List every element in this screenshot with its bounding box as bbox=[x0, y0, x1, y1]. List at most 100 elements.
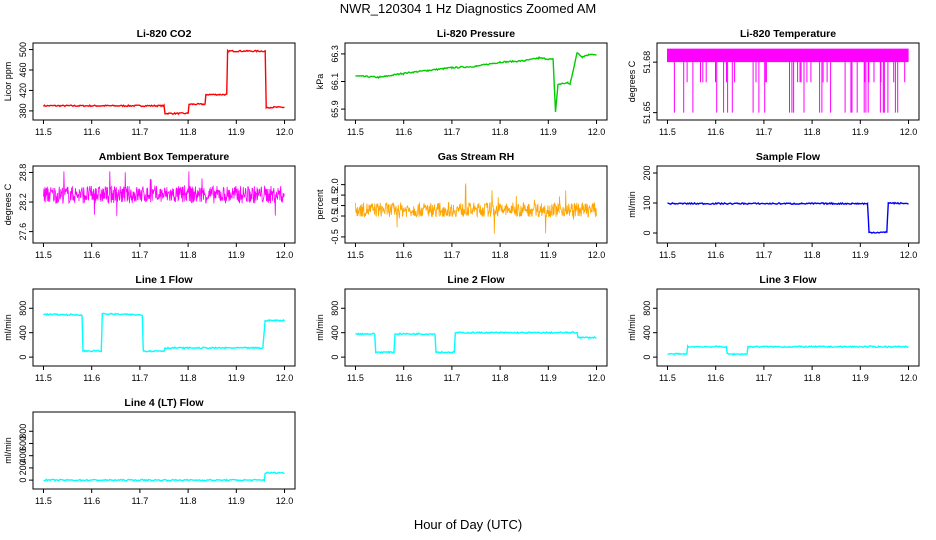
x-tick-label: 11.6 bbox=[83, 127, 100, 137]
x-tick-label: 11.8 bbox=[804, 127, 821, 137]
plot-frame bbox=[656, 288, 920, 367]
x-tick-label: 11.5 bbox=[347, 250, 364, 260]
page-title: NWR_120304 1 Hz Diagnostics Zoomed AM bbox=[339, 1, 597, 16]
y-tick-label: 800 bbox=[18, 301, 28, 316]
x-tick-label: 12.0 bbox=[276, 127, 294, 137]
x-tick-label: 11.6 bbox=[707, 250, 724, 260]
y-axis-label: ml/min bbox=[315, 314, 325, 341]
y-tick-label: 380 bbox=[18, 103, 28, 118]
plot-frame bbox=[656, 165, 920, 244]
y-tick-label: 460 bbox=[18, 62, 28, 77]
x-tick-label: 11.9 bbox=[540, 373, 557, 383]
x-tick-label: 11.8 bbox=[180, 250, 197, 260]
plot-frame bbox=[344, 288, 608, 367]
x-tick-label: 12.0 bbox=[900, 373, 918, 383]
plot-frame bbox=[32, 165, 296, 244]
plot-title: Sample Flow bbox=[756, 151, 821, 163]
page-x-axis-label: Hour of Day (UTC) bbox=[413, 517, 523, 532]
y-tick-label: 200 bbox=[642, 165, 652, 180]
panel-2: Li-820 Pressure 11.5 11.6 11.7 11.8 11.9 12.0 6… bbox=[315, 28, 608, 137]
y-tick-label: 1.0 bbox=[330, 199, 340, 212]
x-tick-label: 12.0 bbox=[276, 250, 294, 260]
series-line bbox=[43, 312, 286, 353]
x-tick-label: 11.6 bbox=[707, 127, 724, 137]
x-tick-label: 11.5 bbox=[347, 127, 364, 137]
x-tick-label: 11.8 bbox=[180, 127, 197, 137]
panel-10: Line 4 (LT) Flow 11.5 11.6 11.7 11.8 11.9 12.0… bbox=[3, 397, 296, 506]
y-axis-label: degrees C bbox=[3, 183, 13, 225]
plot-title: Li-820 Pressure bbox=[437, 28, 515, 40]
series-line bbox=[355, 183, 597, 234]
x-tick-label: 11.7 bbox=[755, 127, 772, 137]
x-tick-label: 11.6 bbox=[83, 250, 100, 260]
x-tick-label: 12.0 bbox=[276, 373, 294, 383]
series-line bbox=[667, 344, 909, 356]
y-axis-label: degrees C bbox=[627, 60, 637, 102]
y-tick-label: 0 bbox=[642, 355, 652, 360]
x-tick-label: 11.9 bbox=[852, 127, 869, 137]
x-tick-label: 11.7 bbox=[443, 127, 460, 137]
x-tick-label: 11.5 bbox=[659, 250, 676, 260]
y-axis-label: ml/min bbox=[627, 314, 637, 341]
y-tick-label: 800 bbox=[330, 301, 340, 316]
y-tick-label: 0 bbox=[642, 230, 652, 235]
x-tick-label: 11.8 bbox=[804, 373, 821, 383]
x-tick-label: 11.9 bbox=[540, 250, 557, 260]
y-tick-label: 51.65 bbox=[642, 101, 652, 124]
y-tick-label: 65.9 bbox=[330, 100, 340, 118]
y-tick-label: 28.8 bbox=[18, 164, 28, 182]
x-tick-label: 12.0 bbox=[588, 127, 606, 137]
plot-title: Line 3 Flow bbox=[759, 274, 817, 286]
y-tick-label: 0 bbox=[330, 355, 340, 360]
x-tick-label: 11.5 bbox=[35, 373, 52, 383]
x-tick-label: 11.6 bbox=[395, 373, 412, 383]
y-tick-label: 420 bbox=[18, 83, 28, 98]
series-line bbox=[355, 330, 597, 355]
x-tick-label: 11.7 bbox=[131, 373, 148, 383]
series-line bbox=[43, 471, 285, 483]
x-tick-label: 11.6 bbox=[395, 250, 412, 260]
x-tick-label: 11.7 bbox=[131, 250, 148, 260]
x-tick-label: 11.7 bbox=[131, 496, 148, 506]
y-tick-label: 2.0 bbox=[330, 178, 340, 191]
panel-6: Sample Flow 11.5 11.6 11.7 11.8 11.9 12.0 0 100 2… bbox=[627, 151, 920, 260]
x-tick-label: 11.7 bbox=[755, 373, 772, 383]
y-tick-label: 66.3 bbox=[330, 45, 340, 63]
x-tick-label: 11.9 bbox=[540, 127, 557, 137]
x-tick-label: 11.9 bbox=[228, 127, 245, 137]
x-tick-label: 11.5 bbox=[347, 373, 364, 383]
plot-frame bbox=[32, 411, 296, 490]
x-tick-label: 11.9 bbox=[852, 373, 869, 383]
x-tick-label: 11.5 bbox=[659, 373, 676, 383]
x-tick-label: 11.8 bbox=[804, 250, 821, 260]
plot-frame bbox=[656, 42, 920, 121]
y-tick-label: 800 bbox=[18, 424, 28, 439]
x-tick-label: 11.7 bbox=[443, 250, 460, 260]
series-line bbox=[667, 201, 909, 234]
x-tick-label: 11.8 bbox=[180, 373, 197, 383]
y-axis-label: Licor ppm bbox=[3, 62, 13, 102]
y-tick-label: 100 bbox=[642, 195, 652, 210]
y-tick-label: 51.68 bbox=[642, 51, 652, 74]
series-line bbox=[667, 48, 909, 113]
panel-9: Line 3 Flow 11.5 11.6 11.7 11.8 11.9 12.0 0 400 8… bbox=[627, 274, 920, 383]
y-tick-label: 800 bbox=[642, 301, 652, 316]
y-tick-label: 0 bbox=[18, 355, 28, 360]
x-tick-label: 11.8 bbox=[492, 127, 509, 137]
plot-title: Line 1 Flow bbox=[135, 274, 193, 286]
series-line bbox=[355, 52, 597, 112]
y-tick-label: 1.5 bbox=[330, 189, 340, 202]
y-tick-label: 400 bbox=[642, 325, 652, 340]
y-tick-label: 400 bbox=[18, 325, 28, 340]
x-tick-label: 11.6 bbox=[83, 496, 100, 506]
x-tick-label: 12.0 bbox=[900, 127, 918, 137]
y-axis-label: kPa bbox=[315, 74, 325, 90]
y-tick-label: 0.5 bbox=[330, 210, 340, 223]
y-tick-label: 66.1 bbox=[330, 73, 340, 91]
y-tick-label: 0 bbox=[18, 478, 28, 483]
y-tick-label: 27.6 bbox=[18, 223, 28, 241]
series-line bbox=[42, 48, 285, 116]
x-tick-label: 11.7 bbox=[755, 250, 772, 260]
x-tick-label: 11.9 bbox=[228, 496, 245, 506]
